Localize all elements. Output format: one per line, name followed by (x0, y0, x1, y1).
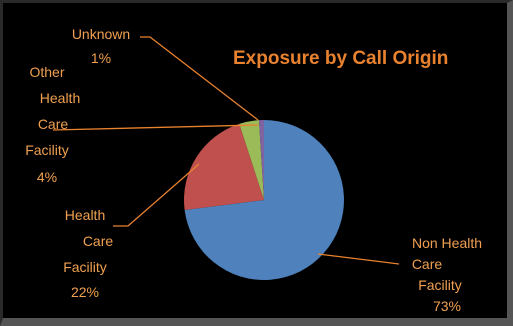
slice-label-1-line-3: 22% (71, 284, 99, 300)
leader-line-2 (52, 124, 259, 131)
slice-label-2-line-2: Care (38, 116, 69, 132)
slice-label-1-line-1: Care (83, 233, 114, 249)
slice-label-0-line-3: 73% (433, 298, 461, 314)
slice-label-2-line-0: Other (29, 64, 64, 80)
slice-label-0-line-1: Care (412, 256, 443, 272)
leader-lines (52, 36, 400, 265)
slice-label-0-line-0: Non Health (412, 235, 482, 251)
pie-slice-2 (239, 120, 264, 200)
chart-title: Exposure by Call Origin (233, 48, 448, 69)
pie-slice-1 (184, 123, 264, 211)
slice-labels: Non Health Care Facility 73% Health Care Facil… (25, 26, 482, 314)
slice-label-2-line-1: Health (40, 90, 80, 106)
slice-label-3-line-1: 1% (91, 50, 111, 66)
leader-line-3 (140, 36, 259, 121)
pie-slice-0 (184, 120, 344, 280)
pie-slices (184, 120, 344, 280)
slice-label-3-line-0: Unknown (72, 26, 130, 42)
slice-label-2-line-3: Facility (25, 142, 69, 158)
slice-label-1-line-0: Health (65, 207, 105, 223)
slice-label-2-line-4: 4% (37, 169, 57, 185)
slice-label-1-line-2: Facility (63, 259, 107, 275)
leader-line-0 (317, 253, 400, 265)
slice-label-0-line-2: Facility (418, 277, 462, 293)
pie-slice-3 (258, 120, 264, 200)
leader-line-1 (113, 163, 200, 227)
